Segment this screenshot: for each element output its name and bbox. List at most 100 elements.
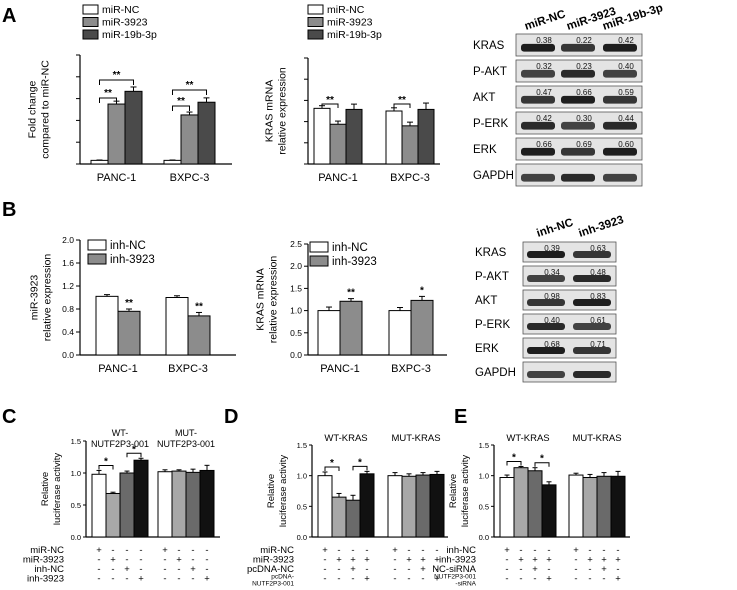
blot-band bbox=[603, 95, 637, 104]
condition-mark: - bbox=[574, 555, 577, 566]
condition-mark: - bbox=[139, 545, 142, 556]
bar bbox=[90, 159, 109, 165]
condition-mark: + bbox=[110, 555, 116, 566]
condition-mark: + bbox=[124, 564, 130, 575]
chart-b1: 0.0 0.4 0.8 1.2 1.6 2.0 miR-3923 relative expre… bbox=[29, 235, 236, 375]
blot-row-label: P-AKT bbox=[473, 66, 507, 78]
blot-quant-value: 0.22 bbox=[576, 36, 592, 45]
x-tick-label: PANC-1 bbox=[97, 172, 137, 184]
blot-quant-value: 0.32 bbox=[536, 62, 552, 71]
condition-mark: - bbox=[205, 545, 208, 556]
condition-mark: - bbox=[365, 564, 368, 575]
condition-mark: - bbox=[547, 564, 550, 575]
blot-quant-value: 0.47 bbox=[536, 88, 552, 97]
bar bbox=[313, 107, 331, 165]
condition-mark: + bbox=[532, 555, 538, 566]
condition-mark: - bbox=[323, 555, 326, 566]
bar bbox=[199, 469, 215, 538]
bar bbox=[163, 159, 182, 165]
y-tick-label: 0.0 bbox=[290, 350, 302, 360]
legend-swatch bbox=[82, 29, 99, 40]
blot-band bbox=[527, 323, 565, 330]
blot-band bbox=[573, 251, 611, 258]
bar bbox=[596, 475, 612, 538]
legend-label: inh-3923 bbox=[332, 256, 377, 268]
blot-band bbox=[603, 147, 637, 156]
blot-quant-value: 0.71 bbox=[590, 340, 606, 349]
condition-label: inh-3923 bbox=[439, 555, 476, 566]
blot-band bbox=[527, 251, 565, 258]
bar bbox=[187, 315, 211, 356]
bar bbox=[117, 310, 141, 356]
chart-d: 0.0 0.5 1.0 1.5 Relative luciferase activity W… bbox=[247, 433, 448, 588]
blot-quant-value: 0.30 bbox=[576, 114, 592, 123]
condition-label: inh-NC bbox=[34, 564, 64, 575]
y-tick-label: 0.5 bbox=[71, 501, 81, 510]
group-title: NUTF2P3-001 bbox=[157, 439, 215, 449]
y-tick-label: 1.2 bbox=[62, 281, 74, 291]
condition-mark: - bbox=[139, 564, 142, 575]
y-tick-label: 1.0 bbox=[290, 306, 302, 316]
blot-band bbox=[527, 347, 565, 354]
x-tick-label: PANC-1 bbox=[98, 363, 138, 375]
condition-mark: + bbox=[587, 555, 593, 566]
bar bbox=[513, 467, 529, 538]
condition-mark: + bbox=[190, 564, 196, 575]
y-axis-label: Relative bbox=[40, 472, 51, 506]
y-axis-label-group: Fold change compared to miR-NC bbox=[27, 60, 52, 159]
significance-stars: ** bbox=[125, 298, 133, 309]
bar bbox=[165, 297, 189, 356]
bar bbox=[499, 477, 515, 538]
legend-label: miR-19b-3p bbox=[327, 29, 382, 41]
condition-label: inh-3923 bbox=[27, 574, 64, 585]
bar bbox=[133, 459, 149, 538]
panel-label-a: A bbox=[2, 5, 16, 27]
condition-mark: - bbox=[533, 545, 536, 556]
condition-mark: + bbox=[392, 545, 398, 556]
condition-mark: + bbox=[336, 555, 342, 566]
legend-label: miR-NC bbox=[327, 4, 365, 16]
condition-mark: - bbox=[421, 574, 424, 585]
condition-mark: + bbox=[350, 555, 356, 566]
condition-mark: - bbox=[616, 545, 619, 556]
y-axis-label: KRAS mRNA bbox=[255, 268, 267, 330]
significance-bracket bbox=[126, 452, 142, 458]
bar bbox=[582, 477, 598, 538]
significance-stars: ** bbox=[104, 88, 112, 99]
panel-label-e: E bbox=[454, 406, 467, 428]
y-tick-label: 1.5 bbox=[71, 437, 81, 446]
bar bbox=[417, 108, 435, 165]
bar bbox=[317, 310, 341, 356]
significance-bracket bbox=[506, 460, 522, 466]
y-tick-label: 0.4 bbox=[62, 327, 74, 337]
condition-mark: + bbox=[601, 564, 607, 575]
legend-swatch bbox=[307, 17, 324, 27]
bar bbox=[359, 473, 375, 538]
x-tick-label: BXPC-3 bbox=[391, 363, 431, 375]
legend-label: miR-3923 bbox=[327, 17, 373, 29]
blot-quant-value: 0.42 bbox=[536, 114, 552, 123]
condition-mark: - bbox=[351, 574, 354, 585]
condition-mark: - bbox=[407, 545, 410, 556]
condition-label: miR-3923 bbox=[23, 555, 64, 566]
blot-row-label: P-ERK bbox=[473, 118, 508, 130]
condition-label: NC-siRNA bbox=[432, 564, 476, 575]
condition-mark: + bbox=[162, 545, 168, 556]
y-axis-label: Relative bbox=[448, 474, 459, 508]
bar bbox=[317, 475, 333, 538]
significance-stars: ** bbox=[326, 95, 334, 106]
blot-band bbox=[561, 121, 595, 130]
blot-quant-value: 0.38 bbox=[536, 36, 552, 45]
y-tick-label: 2.5 bbox=[290, 239, 302, 249]
significance-bracket bbox=[172, 105, 190, 111]
legend-swatch bbox=[87, 239, 107, 251]
significance-stars: * bbox=[358, 457, 362, 468]
significance-bracket bbox=[99, 79, 134, 85]
blot-band bbox=[527, 371, 565, 378]
bar bbox=[527, 470, 543, 538]
blot-band bbox=[603, 121, 637, 130]
condition-mark: + bbox=[364, 574, 370, 585]
condition-mark: - bbox=[337, 574, 340, 585]
blot-quant-value: 0.69 bbox=[576, 140, 592, 149]
